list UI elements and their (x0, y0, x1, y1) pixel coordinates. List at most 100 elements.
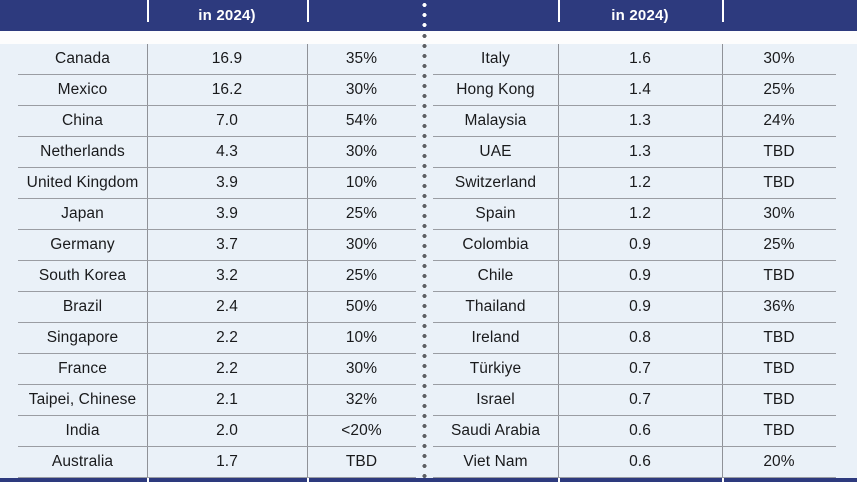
value-cell: 2.4 (216, 298, 238, 315)
value-cell: 0.9 (629, 298, 651, 315)
country-cell: Spain (475, 205, 516, 222)
country-cell: South Korea (38, 267, 127, 284)
share-cell: TBD (763, 391, 795, 408)
table-row: Thailand 0.9 36% (433, 292, 836, 323)
table-row: Colombia 0.9 25% (433, 230, 836, 261)
value-cell: 2.1 (216, 391, 238, 408)
country-cell: Australia (51, 453, 114, 470)
bottom-band-separator (147, 478, 149, 482)
column-divider (558, 44, 559, 478)
value-cell: 0.9 (629, 236, 651, 253)
header-column-separator (558, 0, 560, 22)
bottom-band-separator (558, 478, 560, 482)
share-cell: 25% (345, 267, 378, 284)
share-cell: 24% (763, 112, 795, 129)
table-row: Australia 1.7 TBD (18, 447, 416, 478)
table-row: Japan 3.9 25% (18, 199, 416, 230)
left-value-column-header: in 2024) (198, 7, 256, 24)
column-divider (147, 44, 148, 478)
country-cell: France (58, 360, 107, 377)
country-cell: Japan (61, 205, 104, 222)
table-row: Hong Kong 1.4 25% (433, 75, 836, 106)
share-cell: 32% (345, 391, 378, 408)
column-divider (307, 44, 308, 478)
value-cell: 0.7 (629, 391, 651, 408)
country-cell: Israel (476, 391, 515, 408)
share-cell: 25% (763, 236, 795, 253)
country-cell: Canada (55, 50, 110, 67)
value-cell: 3.2 (216, 267, 238, 284)
bottom-band-separator (722, 478, 724, 482)
country-cell: Malaysia (464, 112, 527, 129)
value-cell: 0.8 (629, 329, 651, 346)
table-row: Saudi Arabia 0.6 TBD (433, 416, 836, 447)
country-cell: Singapore (46, 329, 119, 346)
value-cell: 1.6 (629, 50, 651, 67)
right-value-column-header: in 2024) (611, 7, 669, 24)
country-cell: United Kingdom (26, 174, 139, 191)
table-row: Netherlands 4.3 30% (18, 137, 416, 168)
header-column-separator (722, 0, 724, 22)
table-row: Italy 1.6 30% (433, 44, 836, 75)
table-row: Brazil 2.4 50% (18, 292, 416, 323)
value-cell: 1.4 (629, 81, 651, 98)
country-cell: Hong Kong (456, 81, 535, 98)
value-cell: 0.6 (629, 422, 651, 439)
country-cell: Saudi Arabia (450, 422, 541, 439)
share-cell: 10% (345, 174, 378, 191)
table-row: Chile 0.9 TBD (433, 261, 836, 292)
share-cell: TBD (763, 360, 795, 377)
table-row: China 7.0 54% (18, 106, 416, 137)
value-cell: 16.9 (211, 50, 243, 67)
country-cell: India (65, 422, 100, 439)
value-cell: 3.9 (216, 174, 238, 191)
share-cell: 20% (763, 453, 795, 470)
column-divider (722, 44, 723, 478)
value-cell: 1.2 (629, 205, 651, 222)
value-cell: 0.9 (629, 267, 651, 284)
share-cell: TBD (763, 174, 795, 191)
share-cell: TBD (763, 422, 795, 439)
country-cell: Türkiye (469, 360, 522, 377)
right-country-table: Italy 1.6 30% Hong Kong 1.4 25% Malaysia 1.3 24%… (433, 44, 836, 478)
table-row: Malaysia 1.3 24% (433, 106, 836, 137)
share-cell: 30% (345, 143, 378, 160)
country-cell: Taipei, Chinese (28, 391, 137, 408)
value-cell: 4.3 (216, 143, 238, 160)
value-cell: 1.3 (629, 112, 651, 129)
table-header-band: in 2024) in 2024) (0, 0, 857, 31)
share-cell: TBD (345, 453, 378, 470)
share-cell: 50% (345, 298, 378, 315)
share-cell: 30% (345, 81, 378, 98)
value-cell: 7.0 (216, 112, 238, 129)
country-cell: Brazil (62, 298, 103, 315)
table-row: Türkiye 0.7 TBD (433, 354, 836, 385)
country-cell: Mexico (57, 81, 108, 98)
value-cell: 0.6 (629, 453, 651, 470)
share-cell: 25% (763, 81, 795, 98)
bottom-band-separator (307, 478, 309, 482)
country-cell: Thailand (465, 298, 526, 315)
country-cell: UAE (479, 143, 512, 160)
value-cell: 3.7 (216, 236, 238, 253)
table-body-area: Canada 16.9 35% Mexico 16.2 30% China 7.0 54% Net… (0, 31, 857, 478)
table-row: Taipei, Chinese 2.1 32% (18, 385, 416, 416)
table-row: Spain 1.2 30% (433, 199, 836, 230)
share-cell: 30% (763, 205, 795, 222)
table-row: Switzerland 1.2 TBD (433, 168, 836, 199)
table-row: Canada 16.9 35% (18, 44, 416, 75)
share-cell: 54% (345, 112, 378, 129)
table-row: Singapore 2.2 10% (18, 323, 416, 354)
table-row: Viet Nam 0.6 20% (433, 447, 836, 478)
share-cell: <20% (341, 422, 382, 439)
table-row: Germany 3.7 30% (18, 230, 416, 261)
table-row: Mexico 16.2 30% (18, 75, 416, 106)
country-cell: Netherlands (40, 143, 125, 160)
country-cell: Ireland (471, 329, 520, 346)
value-cell: 1.3 (629, 143, 651, 160)
header-dotted-divider-icon (422, 0, 427, 31)
center-dotted-divider-icon (422, 31, 427, 478)
table-row: France 2.2 30% (18, 354, 416, 385)
value-cell: 1.2 (629, 174, 651, 191)
